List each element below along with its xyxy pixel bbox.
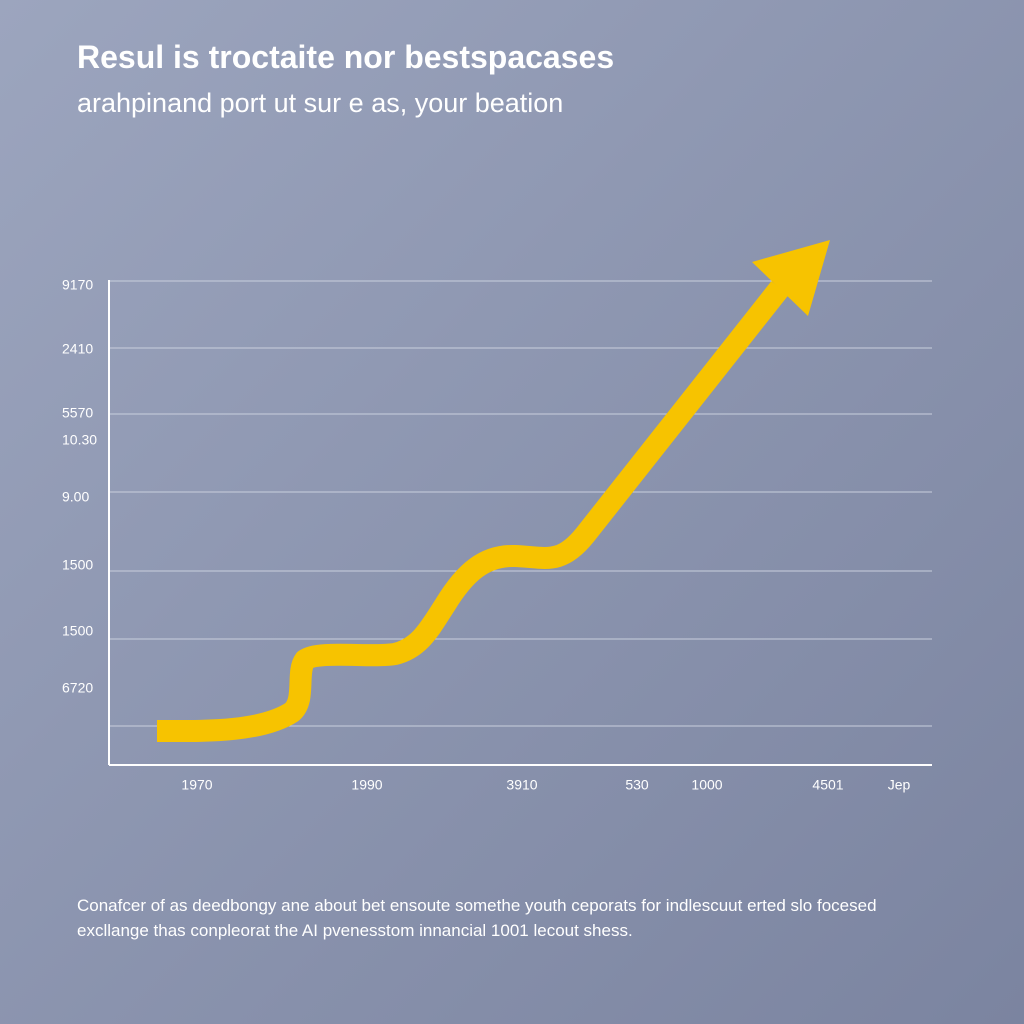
x-label: Jep bbox=[888, 777, 911, 793]
x-label: 530 bbox=[625, 777, 649, 793]
x-label: 1970 bbox=[181, 777, 212, 793]
x-label: 1990 bbox=[351, 777, 382, 793]
caption-line: excllange thas conpleorat the AI pveness… bbox=[77, 921, 633, 940]
x-label: 3910 bbox=[506, 777, 537, 793]
y-label: 2410 bbox=[62, 341, 93, 357]
y-label: 10.30 bbox=[62, 432, 97, 448]
y-label: 1500 bbox=[62, 623, 93, 639]
title: Resul is troctaite nor bestspacases bbox=[77, 39, 614, 75]
y-label: 1500 bbox=[62, 557, 93, 573]
x-labels: 1970 1990 3910 530 1000 4501 Jep bbox=[181, 777, 910, 793]
y-label: 5570 bbox=[62, 405, 93, 421]
y-label: 9.00 bbox=[62, 489, 89, 505]
trend-arrow bbox=[156, 281, 789, 743]
caption-line: Conafcer of as deedbongy ane about bet e… bbox=[77, 896, 877, 915]
x-label: 1000 bbox=[691, 777, 722, 793]
y-label: 9170 bbox=[62, 277, 93, 293]
y-label: 6720 bbox=[62, 680, 93, 696]
x-label: 4501 bbox=[812, 777, 843, 793]
y-labels: 9170 2410 5570 10.30 9.00 1500 1500 6720 bbox=[62, 277, 97, 696]
subtitle: arahpinand port ut sur e as, your beatio… bbox=[77, 88, 563, 118]
arrow-head bbox=[752, 240, 830, 316]
